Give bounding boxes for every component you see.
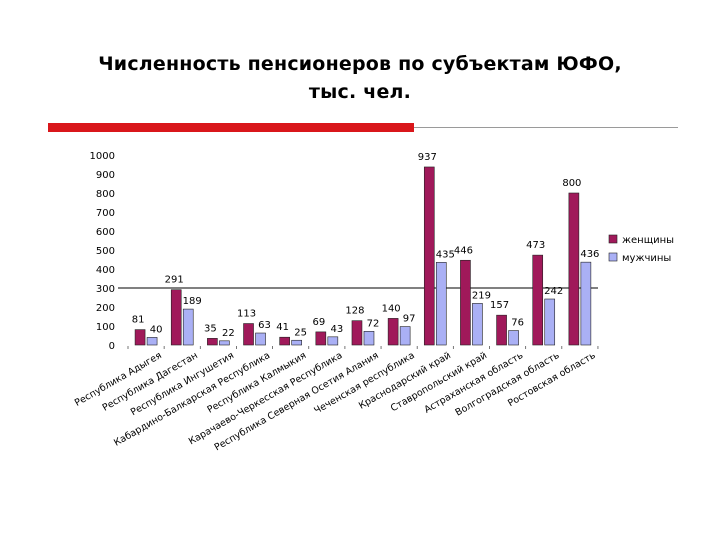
legend-swatch-women xyxy=(608,234,618,244)
y-tick-label: 1000 xyxy=(90,151,115,162)
y-tick-label: 200 xyxy=(96,303,115,314)
chart-title-line-2: тыс. чел. xyxy=(308,81,412,103)
bar-men xyxy=(182,308,194,346)
bar-women xyxy=(532,254,544,346)
accent-red-stripe xyxy=(48,123,414,132)
bar-women xyxy=(460,259,471,346)
y-tick-label: 700 xyxy=(96,208,115,219)
data-label-women: 41 xyxy=(276,322,289,333)
data-label-men: 435 xyxy=(436,249,455,260)
data-label-women: 128 xyxy=(345,306,364,317)
y-tick-label: 100 xyxy=(96,322,115,333)
bar-men xyxy=(472,303,483,346)
bar-men xyxy=(508,330,519,346)
bar-women xyxy=(170,289,182,346)
data-label-men: 63 xyxy=(258,320,271,331)
data-label-men: 189 xyxy=(183,296,202,307)
data-label-women: 446 xyxy=(454,245,473,256)
chart-title: Численность пенсионеров по субъектам ЮФО… xyxy=(40,50,680,106)
data-label-women: 113 xyxy=(237,309,256,320)
bar-women xyxy=(134,329,146,346)
y-tick-label: 400 xyxy=(96,265,115,276)
bar-men xyxy=(363,331,375,346)
y-tick-label: 500 xyxy=(96,246,115,257)
legend-label-women: женщины xyxy=(622,235,674,246)
data-label-men: 72 xyxy=(367,318,380,329)
legend-swatch-men xyxy=(608,252,618,262)
data-label-women: 937 xyxy=(418,152,437,163)
data-label-men: 219 xyxy=(472,290,491,301)
data-label-women: 81 xyxy=(132,315,145,326)
data-label-women: 69 xyxy=(312,317,325,328)
data-label-women: 800 xyxy=(562,178,581,189)
bar-women xyxy=(279,336,290,346)
bar-women xyxy=(207,338,218,346)
data-label-men: 436 xyxy=(580,249,599,260)
bar-men xyxy=(435,262,447,346)
y-tick-label: 900 xyxy=(96,170,115,181)
data-label-women: 35 xyxy=(204,323,217,334)
data-label-men: 43 xyxy=(330,324,343,335)
y-tick-label: 0 xyxy=(109,341,115,352)
data-label-men: 40 xyxy=(150,324,163,335)
bar-men xyxy=(580,261,592,346)
bar-women xyxy=(423,166,435,346)
bar-women xyxy=(351,320,363,346)
bar-men xyxy=(255,332,266,346)
data-label-men: 242 xyxy=(544,286,563,297)
bar-men xyxy=(327,336,339,346)
bar-men xyxy=(291,339,302,346)
bar-women xyxy=(315,331,327,346)
data-label-women: 473 xyxy=(526,240,545,251)
bar-men xyxy=(146,337,158,346)
data-label-men: 22 xyxy=(222,328,235,339)
bar-women xyxy=(387,318,399,346)
y-tick-label: 600 xyxy=(96,227,115,238)
data-label-men: 97 xyxy=(403,314,416,325)
bar-women xyxy=(496,314,507,346)
y-tick-label: 800 xyxy=(96,189,115,200)
data-label-men: 25 xyxy=(294,327,307,338)
accent-gray-rule xyxy=(414,127,678,128)
data-label-women: 140 xyxy=(382,303,401,314)
data-label-women: 291 xyxy=(165,275,184,286)
chart-title-line-1: Численность пенсионеров по субъектам ЮФО… xyxy=(98,53,622,75)
bar-men xyxy=(399,326,411,346)
bar-men xyxy=(219,340,230,346)
bar-men xyxy=(544,298,556,346)
title-accent-bar xyxy=(48,123,678,132)
bar-women xyxy=(243,323,254,346)
y-tick-label: 300 xyxy=(96,284,115,295)
data-label-men: 76 xyxy=(511,318,524,329)
data-label-women: 157 xyxy=(490,300,509,311)
legend-label-men: мужчины xyxy=(622,253,671,264)
bar-women xyxy=(568,192,580,346)
